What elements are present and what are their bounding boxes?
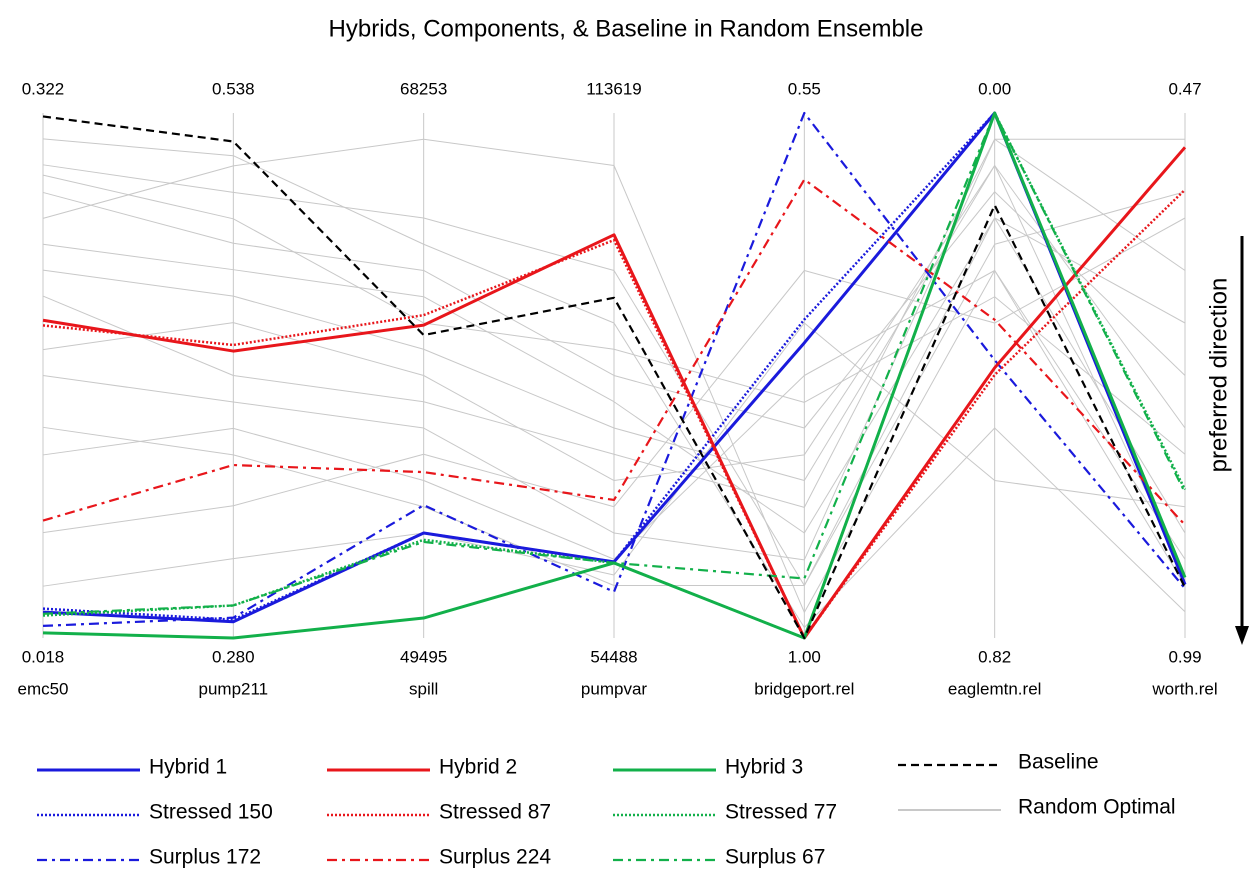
- legend-label: Surplus 172: [149, 846, 261, 869]
- axis-top-label: 0.538: [212, 79, 255, 98]
- random-line: [42, 217, 1186, 534]
- legend-label: Hybrid 1: [149, 756, 227, 779]
- legend-label: Baseline: [1018, 751, 1099, 774]
- axis-bottom-label: 54488: [590, 647, 637, 666]
- axis-name: pumpvar: [581, 679, 647, 698]
- legend-label: Surplus 224: [439, 846, 551, 869]
- arrow-head: [1235, 626, 1249, 645]
- random-line: [42, 270, 1186, 586]
- axis-bottom-label: 49495: [400, 647, 447, 666]
- preferred-arrow: [1235, 236, 1249, 645]
- legend-label: Surplus 67: [725, 846, 825, 869]
- axis-bottom-label: 0.018: [22, 647, 65, 666]
- random-line: [42, 138, 1185, 508]
- axis-name: pump211: [199, 679, 269, 698]
- annotation: preferred direction: [1205, 278, 1232, 473]
- axis-name: emc50: [17, 679, 68, 698]
- axis-top-label: 68253: [400, 79, 447, 98]
- legend-label: Stressed 87: [439, 801, 551, 824]
- random-line: [42, 165, 1186, 576]
- random-line: [42, 191, 1186, 587]
- axis-top-label: 0.00: [978, 79, 1011, 98]
- axis-top-label: 0.322: [22, 79, 65, 98]
- random-line: [42, 322, 1186, 587]
- series-line: [42, 111, 1186, 628]
- random-line: [42, 174, 1186, 455]
- axis-name: worth.rel: [1151, 679, 1217, 698]
- legend-label: Stressed 150: [149, 801, 273, 824]
- axes: 0.322 0.018 emc50 0.538 0.280 pump211 68253 494…: [17, 79, 1217, 698]
- lines: [42, 111, 1187, 640]
- legend-label: Stressed 77: [725, 801, 837, 824]
- series-line: [42, 115, 1186, 640]
- axis-name: bridgeport.rel: [754, 679, 854, 698]
- legend: Hybrid 1 Stressed 150 Surplus 172 Hybrid 2 S…: [37, 751, 1176, 869]
- series-line: [42, 111, 1186, 615]
- random-line: [42, 138, 1186, 628]
- axis-bottom-label: 0.82: [978, 647, 1011, 666]
- axis-top-label: 113619: [586, 79, 641, 98]
- axis-bottom-label: 0.280: [212, 647, 255, 666]
- axis-bottom-label: 1.00: [788, 647, 821, 666]
- axis-top-label: 0.55: [788, 79, 821, 98]
- random-line: [42, 191, 1186, 429]
- legend-label: Hybrid 3: [725, 756, 803, 779]
- series-line: [42, 146, 1187, 640]
- series-line: [42, 188, 1186, 640]
- axis-name: eaglemtn.rel: [948, 679, 1042, 698]
- legend-label: Random Optimal: [1018, 796, 1176, 819]
- legend-label: Hybrid 2: [439, 756, 517, 779]
- chart-title: Hybrids, Components, & Baseline in Rando…: [329, 15, 924, 42]
- axis-top-label: 0.47: [1168, 79, 1201, 98]
- random-line: [42, 217, 1186, 534]
- series-line: [42, 178, 1186, 526]
- axis-name: spill: [409, 679, 438, 698]
- axis-bottom-label: 0.99: [1168, 647, 1201, 666]
